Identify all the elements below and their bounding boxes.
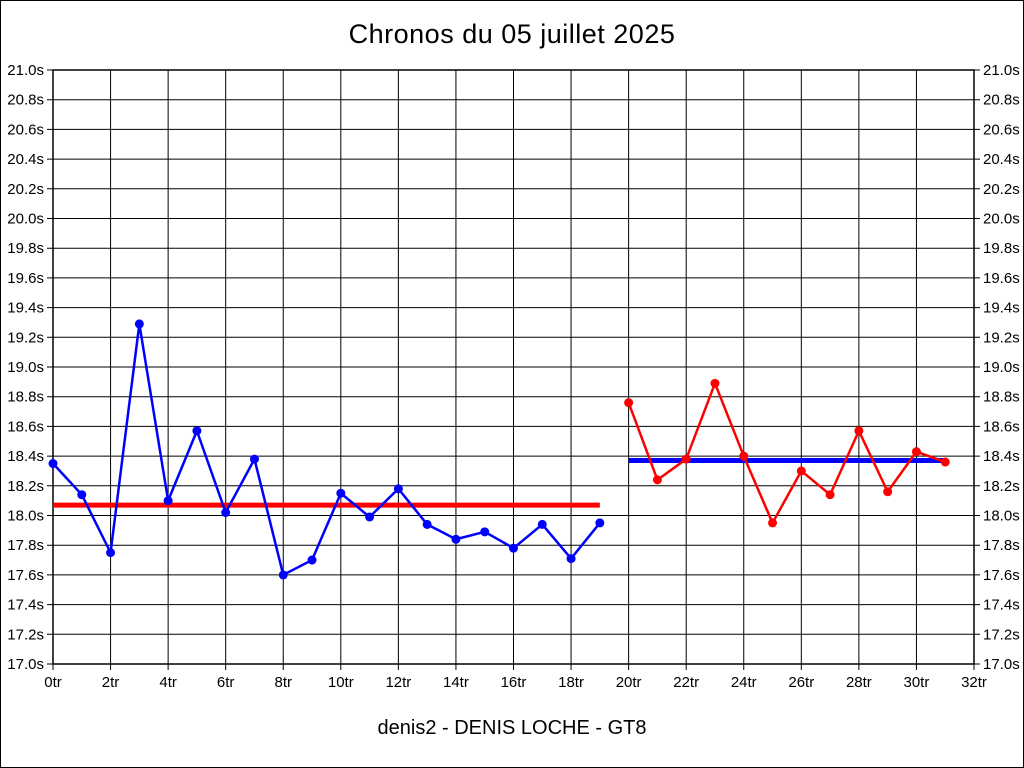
laps-session-1-point	[48, 459, 58, 469]
x-axis-tick-label: 16tr	[501, 674, 527, 691]
laps-session-2-point	[710, 378, 720, 388]
laps-session-2-point	[825, 490, 835, 500]
y-axis-tick-label-right: 18.8s	[983, 389, 1020, 406]
laps-session-1-point	[163, 496, 173, 506]
y-axis-tick-label-left: 18.8s	[7, 389, 44, 406]
laps-session-1-point	[278, 570, 288, 580]
laps-session-1-point	[192, 426, 202, 436]
y-axis-tick-label-right: 18.2s	[983, 478, 1020, 495]
x-axis-tick-label: 22tr	[673, 674, 699, 691]
y-axis-tick-label-left: 20.4s	[7, 151, 44, 168]
chart-title: Chronos du 05 juillet 2025	[348, 19, 676, 49]
y-axis-tick-label-left: 19.6s	[7, 270, 44, 287]
y-axis-tick-label-left: 20.6s	[7, 121, 44, 138]
y-axis-tick-label-left: 17.2s	[7, 626, 44, 643]
y-axis-tick-label-left: 21.0s	[7, 62, 44, 79]
laps-session-1-point	[393, 484, 403, 494]
y-axis-tick-label-right: 19.4s	[983, 300, 1020, 317]
laps-session-1-point	[336, 488, 346, 498]
laps-session-2-point	[681, 454, 691, 464]
x-axis-tick-label: 0tr	[44, 674, 62, 691]
y-axis-tick-label-right: 17.4s	[983, 597, 1020, 614]
y-axis-tick-label-left: 18.6s	[7, 418, 44, 435]
x-axis-tick-label: 20tr	[616, 674, 642, 691]
y-axis-tick-label-left: 19.4s	[7, 300, 44, 317]
y-axis-tick-label-right: 19.0s	[983, 359, 1020, 376]
y-axis-tick-label-left: 19.8s	[7, 240, 44, 257]
chart-subtitle: denis2 - DENIS LOCHE - GT8	[377, 717, 647, 739]
y-axis-tick-label-right: 20.4s	[983, 151, 1020, 168]
y-axis-tick-label-right: 17.0s	[983, 656, 1020, 673]
y-axis-tick-label-right: 18.0s	[983, 508, 1020, 525]
laps-session-1-point	[221, 508, 231, 518]
laps-session-1-point	[422, 519, 432, 529]
x-axis-tick-label: 24tr	[731, 674, 757, 691]
laps-session-2-point	[652, 475, 662, 485]
y-axis-tick-label-left: 17.8s	[7, 537, 44, 554]
y-axis-tick-label-left: 18.4s	[7, 448, 44, 465]
x-axis-tick-label: 8tr	[274, 674, 292, 691]
y-axis-tick-label-right: 19.6s	[983, 270, 1020, 287]
x-axis-tick-label: 26tr	[788, 674, 814, 691]
x-axis-tick-label: 30tr	[904, 674, 930, 691]
laps-session-1-point	[106, 548, 116, 558]
laps-session-1-line	[52, 322, 601, 577]
laps-session-1-point	[537, 519, 547, 529]
y-axis-tick-label-left: 18.2s	[7, 478, 44, 495]
laps-session-2-point	[911, 447, 921, 457]
y-axis-tick-label-left: 17.0s	[7, 656, 44, 673]
laps-session-2-point	[624, 398, 634, 408]
y-axis-tick-label-right: 17.2s	[983, 626, 1020, 643]
y-axis-tick-label-right: 17.6s	[983, 567, 1020, 584]
y-axis-tick-label-right: 19.2s	[983, 329, 1020, 346]
laps-session-1-point	[249, 454, 259, 464]
laps-session-1-point	[566, 554, 576, 564]
x-axis-tick-label: 32tr	[961, 674, 987, 691]
x-axis-tick-label: 14tr	[443, 674, 469, 691]
laps-session-1-point	[595, 518, 605, 528]
y-axis-tick-label-right: 18.6s	[983, 418, 1020, 435]
y-axis-tick-label-right: 20.8s	[983, 92, 1020, 109]
laps-session-2-point	[739, 451, 749, 461]
laps-session-1-point	[77, 490, 87, 500]
y-axis-tick-label-right: 18.4s	[983, 448, 1020, 465]
y-axis-tick-label-left: 20.8s	[7, 92, 44, 109]
x-axis-tick-label: 18tr	[558, 674, 584, 691]
laps-session-2-point	[854, 426, 864, 436]
plot-border	[52, 69, 975, 665]
y-axis-tick-label-right: 19.8s	[983, 240, 1020, 257]
y-axis-tick-label-right: 20.2s	[983, 181, 1020, 198]
laps-session-1-point	[307, 555, 317, 565]
laps-session-1-point	[451, 534, 461, 544]
laps-session-2-point	[883, 487, 893, 497]
laps-session-2-line	[627, 382, 946, 525]
x-axis-tick-label: 6tr	[217, 674, 235, 691]
laps-session-1-point	[365, 512, 375, 522]
y-axis-tick-label-left: 17.6s	[7, 567, 44, 584]
x-axis-tick-label: 10tr	[328, 674, 354, 691]
laps-session-2-point	[768, 518, 778, 528]
y-axis-tick-label-left: 17.4s	[7, 597, 44, 614]
y-axis-tick-label-left: 18.0s	[7, 508, 44, 525]
y-axis-tick-label-right: 17.8s	[983, 537, 1020, 554]
laps-session-2-point	[796, 466, 806, 476]
y-axis-tick-label-left: 19.2s	[7, 329, 44, 346]
y-axis-tick-label-left: 20.2s	[7, 181, 44, 198]
x-axis-tick-label: 2tr	[102, 674, 120, 691]
laps-session-1-point	[480, 527, 490, 537]
y-axis-tick-label-right: 20.6s	[983, 121, 1020, 138]
x-axis-tick-label: 4tr	[159, 674, 177, 691]
y-axis-tick-label-left: 19.0s	[7, 359, 44, 376]
x-axis-tick-label: 12tr	[385, 674, 411, 691]
y-axis-tick-label-right: 20.0s	[983, 211, 1020, 228]
laps-session-1-point	[509, 543, 518, 553]
laps-session-2-point	[940, 457, 950, 467]
y-axis-tick-label-right: 21.0s	[983, 62, 1020, 79]
y-axis-tick-label-left: 20.0s	[7, 211, 44, 228]
x-axis-tick-label: 28tr	[846, 674, 872, 691]
laps-session-1-point	[134, 319, 144, 329]
